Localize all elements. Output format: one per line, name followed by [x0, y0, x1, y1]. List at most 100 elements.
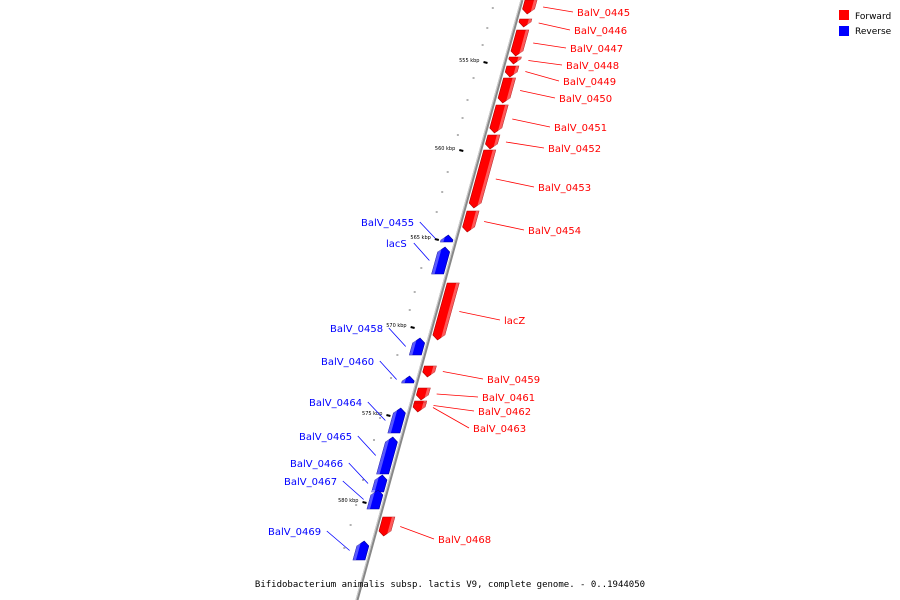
gene-BalV_0449[interactable]: BalV_0449 — [504, 65, 616, 88]
gene-label: BalV_0453 — [538, 183, 591, 194]
gene-leader — [436, 393, 479, 398]
kbp-label: 575 kbp — [362, 411, 382, 417]
gene-label: BalV_0455 — [361, 218, 414, 229]
gene-leader — [520, 90, 556, 99]
gene-shade — [526, 19, 532, 27]
genome-backbone-highlight — [355, 0, 522, 600]
gene-leader — [379, 360, 397, 380]
gene-shade — [371, 475, 380, 492]
gene-BalV_0445[interactable]: BalV_0445 — [522, 0, 631, 19]
gene-arrow — [510, 29, 530, 57]
gene-label: BalV_0460 — [321, 357, 374, 368]
gene-shade — [476, 150, 496, 208]
gene-BalV_0451[interactable]: BalV_0451 — [489, 104, 607, 134]
legend-item-forward[interactable]: Forward — [839, 10, 891, 22]
gene-lacZ[interactable]: lacZ — [432, 282, 526, 341]
gene-lacS[interactable]: lacS — [386, 239, 451, 275]
legend: Forward Reverse — [839, 10, 892, 37]
gene-BalV_0464[interactable]: BalV_0464 — [309, 398, 406, 434]
gene-BalV_0455[interactable]: BalV_0455 — [361, 218, 454, 243]
gene-label: BalV_0454 — [528, 226, 581, 237]
gene-shade — [497, 105, 509, 133]
gene-BalV_0458[interactable]: BalV_0458 — [330, 324, 426, 356]
gene-arrow — [387, 407, 406, 434]
gene-leader — [484, 221, 525, 231]
gene-label: BalV_0459 — [487, 375, 540, 386]
kbp-tick — [434, 238, 440, 241]
gene-label: BalV_0469 — [268, 527, 321, 538]
kbp-label: 565 kbp — [410, 235, 430, 241]
gene-shade — [430, 366, 437, 377]
gene-BalV_0448[interactable]: BalV_0448 — [508, 56, 619, 72]
gene-shade — [367, 490, 376, 509]
gene-label: BalV_0450 — [559, 94, 612, 105]
gene-label: BalV_0463 — [473, 424, 526, 435]
gene-shade — [518, 30, 529, 56]
gene-leader — [525, 71, 560, 82]
gene-BalV_0465[interactable]: BalV_0465 — [299, 432, 398, 475]
gene-label: BalV_0452 — [548, 144, 601, 155]
gene-BalV_0469[interactable]: BalV_0469 — [268, 527, 370, 561]
gene-leader — [432, 407, 470, 429]
kbp-label: 560 kbp — [435, 146, 455, 152]
gene-shade — [512, 66, 519, 77]
gene-leader — [505, 141, 545, 149]
gene-arrow — [497, 77, 516, 104]
gene-leader — [442, 371, 484, 380]
gene-label: BalV_0466 — [290, 459, 343, 470]
gene-BalV_0446[interactable]: BalV_0446 — [518, 18, 627, 37]
gene-leader — [348, 462, 369, 484]
gene-shade — [516, 57, 522, 64]
gene-shade — [409, 338, 418, 355]
gene-leader — [543, 6, 574, 13]
gene-arrow — [489, 104, 509, 134]
gene-label: BalV_0449 — [563, 77, 616, 88]
kbp-tick — [386, 414, 391, 417]
gene-arrow — [432, 282, 460, 341]
minor-ticks — [343, 7, 494, 549]
gene-arrow — [468, 149, 497, 209]
gene-BalV_0453[interactable]: BalV_0453 — [468, 149, 591, 209]
gene-shade — [530, 0, 537, 14]
gene-arrow — [412, 402, 427, 413]
gene-label: BalV_0468 — [438, 535, 491, 546]
gene-BalV_0461[interactable]: BalV_0461 — [416, 387, 535, 404]
gene-shade — [505, 78, 516, 103]
gene-leader — [388, 327, 407, 347]
gene-leader — [342, 480, 364, 500]
gene-arrow — [485, 134, 501, 150]
gene-label: BalV_0445 — [577, 8, 630, 19]
gene-BalV_0468[interactable]: BalV_0468 — [378, 516, 491, 546]
legend-swatch-forward — [839, 10, 849, 20]
gene-BalV_0447[interactable]: BalV_0447 — [510, 29, 623, 57]
gene-BalV_0463[interactable]: BalV_0463 — [412, 402, 526, 435]
legend-label-reverse: Reverse — [855, 27, 892, 37]
gene-label: lacZ — [504, 316, 525, 327]
gene-BalV_0460[interactable]: BalV_0460 — [321, 357, 415, 384]
kbp-tick — [410, 326, 415, 329]
gene-BalV_0467[interactable]: BalV_0467 — [284, 477, 384, 510]
gene-arrow — [522, 0, 538, 15]
gene-arrow — [371, 474, 388, 493]
gene-track: BalV_0445 BalV_0446 BalV_0447 BalV_0448 BalV… — [268, 0, 631, 561]
gene-label: BalV_0447 — [570, 44, 623, 55]
gene-arrow — [416, 387, 431, 401]
gene-leader — [419, 221, 436, 239]
gene-shade — [493, 135, 500, 149]
gene-BalV_0450[interactable]: BalV_0450 — [497, 77, 612, 105]
legend-label-forward: Forward — [855, 12, 891, 22]
gene-shade — [401, 376, 407, 383]
gene-BalV_0452[interactable]: BalV_0452 — [485, 134, 601, 155]
gene-leader — [495, 178, 535, 188]
gene-shade — [386, 517, 395, 536]
gene-leader — [413, 242, 430, 261]
gene-arrow — [431, 246, 451, 275]
gene-label: BalV_0464 — [309, 398, 362, 409]
gene-BalV_0459[interactable]: BalV_0459 — [422, 365, 540, 386]
legend-item-reverse[interactable]: Reverse — [839, 26, 892, 37]
gene-label: BalV_0451 — [554, 123, 607, 134]
gene-BalV_0466[interactable]: BalV_0466 — [290, 459, 388, 493]
kbp-tick — [459, 149, 464, 152]
gene-BalV_0454[interactable]: BalV_0454 — [462, 210, 581, 237]
